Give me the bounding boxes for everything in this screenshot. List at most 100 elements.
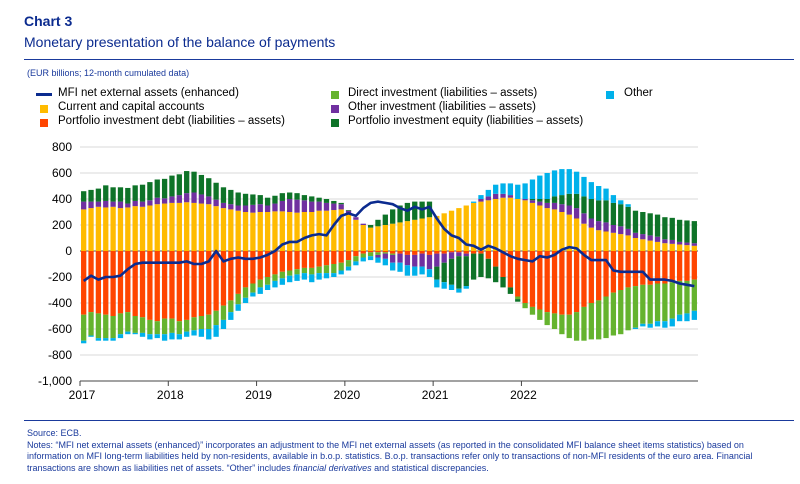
bar-other (338, 270, 344, 275)
bar-current (662, 243, 668, 251)
bar-current (412, 219, 418, 251)
bar-current (603, 231, 609, 251)
bar-other (117, 334, 124, 339)
bar-current (566, 214, 572, 251)
y-tick-label: 200 (52, 218, 72, 232)
bar-portfolio_debt (154, 251, 160, 322)
bar-direct (213, 310, 219, 326)
bar-portfolio_debt (161, 251, 168, 319)
bar-direct (522, 303, 528, 309)
bar-equity (81, 191, 87, 202)
bar-equity (250, 194, 256, 205)
y-tick-label: -800 (48, 348, 72, 362)
bar-current (610, 232, 617, 251)
bar-equity (669, 217, 675, 240)
bar-current (117, 208, 124, 251)
bar-portfolio_debt (470, 251, 477, 254)
bar-portfolio_debt (485, 251, 491, 259)
bar-portfolio_debt (404, 251, 411, 255)
bar-other_inv (419, 253, 425, 267)
bar-other_inv (625, 228, 631, 236)
bar-direct (537, 309, 543, 320)
bar-other_inv (147, 200, 153, 206)
bar-equity (493, 266, 499, 283)
bar-portfolio_debt (654, 251, 661, 284)
bar-direct (169, 318, 175, 333)
bar-other_inv (125, 203, 131, 208)
bar-portfolio_debt (147, 251, 153, 320)
bar-direct (228, 300, 234, 313)
bar-equity (507, 287, 514, 294)
bar-portfolio_debt (581, 251, 587, 307)
bar-direct (264, 277, 271, 285)
x-tick-label: 2018 (157, 388, 184, 402)
bar-portfolio_debt (88, 251, 94, 313)
bar-other (426, 269, 433, 277)
bar-direct (551, 313, 558, 329)
bar-direct (161, 318, 168, 335)
y-tick-label: 0 (65, 244, 72, 258)
units-note: (EUR billions; 12-month cumulated data) (27, 68, 190, 78)
bar-other (500, 183, 506, 194)
bar-other (654, 321, 661, 327)
bar-direct (375, 252, 381, 255)
bar-equity (132, 185, 138, 201)
bar-other (588, 182, 594, 199)
bar-other (235, 304, 241, 311)
bar-portfolio_debt (95, 251, 102, 314)
bar-equity (272, 195, 278, 204)
bar-other (191, 330, 197, 336)
bar-portfolio_debt (191, 251, 197, 318)
bar-current (191, 202, 197, 251)
bar-current (507, 197, 514, 251)
bar-equity (301, 195, 308, 201)
bar-portfolio_debt (691, 251, 697, 280)
bar-current (478, 201, 484, 251)
bar-portfolio_debt (125, 251, 131, 313)
bar-equity (625, 206, 631, 229)
bar-direct (367, 252, 374, 257)
bar-equity (331, 200, 337, 204)
bar-current (559, 212, 565, 251)
bar-direct (390, 253, 396, 255)
bar-other_inv (544, 202, 550, 209)
bar-other (198, 329, 205, 337)
y-tick-label: -1,000 (38, 374, 72, 388)
bar-direct (684, 280, 690, 314)
bar-equity (441, 262, 447, 283)
bar-current (618, 234, 624, 251)
bar-equity (596, 200, 602, 222)
notes-part-1: Notes: “MFI net external assets (enhance… (27, 439, 753, 473)
bar-other_inv (669, 239, 675, 244)
bar-current (397, 222, 403, 251)
bar-current (382, 225, 388, 251)
bar-other_inv (404, 254, 411, 266)
bar-equity (294, 193, 300, 200)
bar-other_inv (654, 236, 661, 242)
bar-other (139, 332, 146, 337)
bar-other_inv (206, 196, 212, 205)
bar-direct (117, 313, 124, 335)
bar-direct (596, 300, 602, 340)
bar-other (375, 257, 381, 263)
bar-equity (662, 217, 668, 240)
bar-portfolio_debt (184, 251, 190, 320)
bar-direct (331, 264, 337, 274)
bar-other (596, 186, 602, 201)
mfi-line (82, 200, 695, 288)
footer-notes: Source: ECB. Notes: “MFI net external as… (27, 428, 787, 474)
bar-portfolio_debt (110, 251, 116, 316)
bar-other_inv (213, 199, 219, 207)
bar-current (647, 240, 653, 251)
bar-current (250, 212, 256, 251)
bar-current (544, 208, 550, 251)
bar-direct (581, 306, 587, 341)
bar-portfolio_debt (493, 251, 499, 267)
bar-current (139, 206, 146, 251)
notes-part-2: and statistical discrepancies. (371, 462, 489, 473)
bar-portfolio_debt (551, 251, 558, 314)
bar-portfolio_debt (529, 251, 536, 307)
bar-other_inv (323, 202, 330, 211)
bar-equity (117, 187, 124, 202)
bar-other_inv (448, 252, 455, 259)
